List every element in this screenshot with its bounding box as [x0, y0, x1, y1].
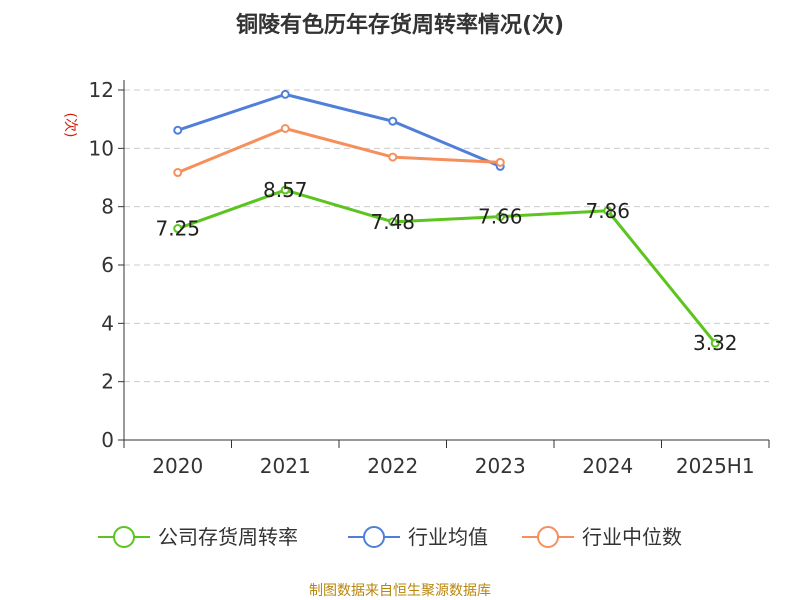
data-point — [388, 152, 398, 162]
data-label: 7.48 — [370, 210, 415, 234]
x-tick-label: 2023 — [475, 454, 526, 478]
y-tick-label: 8 — [101, 195, 114, 219]
data-point — [280, 185, 290, 195]
y-axis-label: (次) — [62, 113, 78, 138]
source-note: 制图数据来自恒生聚源数据库 — [309, 583, 491, 599]
data-point — [495, 157, 505, 167]
series-line-0 — [177, 188, 717, 345]
data-labels: 7.25 8.57 7.48 7.66 7.86 3.32 — [155, 178, 737, 355]
data-label: 3.32 — [693, 331, 738, 355]
data-label: 7.25 — [155, 217, 200, 241]
legend-label: 行业均值 — [408, 525, 488, 549]
series-layer — [173, 89, 720, 348]
data-point — [280, 89, 290, 99]
chart-title: 铜陵有色历年存货周转率情况(次) — [236, 12, 564, 38]
x-tick-label: 2025H1 — [676, 454, 755, 478]
y-tick-label: 0 — [101, 428, 114, 452]
legend-label: 行业中位数 — [582, 525, 682, 549]
axes: 0 2 4 6 8 10 12 2020 2021 2022 2023 2024 2025H1 — [89, 78, 770, 478]
data-label: 7.86 — [585, 199, 630, 223]
data-point — [495, 212, 505, 222]
x-tick-label: 2024 — [582, 454, 633, 478]
legend-item-0[interactable]: 公司存货周转率 — [98, 525, 298, 549]
data-point — [388, 217, 398, 227]
legend-marker — [113, 526, 135, 548]
data-label: 7.66 — [478, 205, 523, 229]
y-tick-label: 4 — [101, 311, 114, 335]
x-tick-label: 2020 — [152, 454, 203, 478]
data-point — [710, 338, 720, 348]
y-tick-label: 6 — [101, 253, 114, 277]
legend-item-1[interactable]: 行业均值 — [348, 525, 488, 549]
y-tick-label: 2 — [101, 370, 114, 394]
x-tick-label: 2021 — [260, 454, 311, 478]
x-tick-label: 2022 — [367, 454, 418, 478]
series-line-1 — [177, 92, 501, 168]
data-label: 8.57 — [263, 178, 308, 202]
data-point — [603, 206, 613, 216]
data-point — [280, 124, 290, 133]
legend-item-2[interactable]: 行业中位数 — [522, 525, 682, 549]
legend-marker — [537, 526, 559, 548]
y-tick-label: 10 — [89, 136, 114, 160]
series-line-2 — [177, 127, 501, 174]
legend-marker — [363, 526, 385, 548]
y-tick-label: 12 — [89, 78, 114, 102]
data-point — [173, 125, 183, 135]
data-point — [173, 168, 183, 178]
legend-label: 公司存货周转率 — [158, 525, 298, 549]
gridlines — [124, 89, 769, 383]
legend[interactable]: 公司存货周转率 行业均值 行业中位数 — [98, 525, 682, 549]
data-point — [388, 116, 398, 126]
data-point — [173, 224, 183, 234]
